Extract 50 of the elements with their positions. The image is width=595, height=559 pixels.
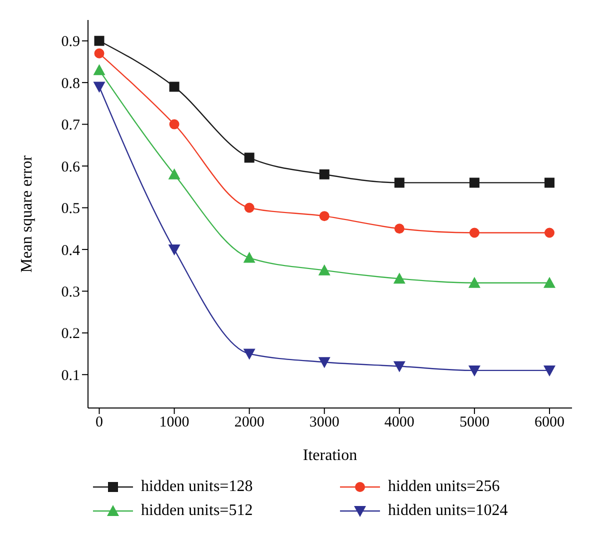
y-tick-label: 0.1 bbox=[61, 368, 80, 384]
point bbox=[544, 178, 554, 188]
x-tick-label: 2000 bbox=[234, 414, 264, 431]
point bbox=[468, 276, 480, 288]
x-tick-label: 5000 bbox=[459, 414, 490, 431]
point bbox=[168, 244, 180, 256]
point bbox=[93, 64, 106, 76]
x-tick-label: 6000 bbox=[534, 414, 564, 431]
point bbox=[319, 211, 330, 222]
point bbox=[468, 365, 480, 376]
y-tick-label: 0.5 bbox=[61, 201, 80, 218]
point bbox=[94, 36, 104, 46]
y-tick-label: 0.4 bbox=[61, 242, 80, 259]
x-tick-label: 3000 bbox=[309, 414, 340, 431]
point bbox=[393, 361, 406, 372]
point bbox=[169, 119, 180, 130]
point bbox=[318, 357, 330, 368]
point bbox=[94, 48, 104, 58]
point bbox=[244, 152, 254, 163]
y-tick-label: 0.7 bbox=[61, 118, 80, 134]
x-axis-title: Iteration bbox=[302, 447, 358, 464]
point bbox=[469, 178, 480, 188]
point bbox=[169, 82, 180, 92]
point bbox=[243, 348, 256, 360]
legend-label: hidden units=512 bbox=[141, 502, 253, 520]
x-tick-label: 0 bbox=[96, 414, 104, 431]
point bbox=[393, 272, 406, 284]
point bbox=[544, 228, 554, 238]
point bbox=[543, 365, 556, 376]
point bbox=[243, 252, 256, 263]
y-axis-title: Mean square error bbox=[18, 154, 36, 273]
x-tick-label: 4000 bbox=[384, 414, 414, 431]
y-tick-label: 0.3 bbox=[61, 284, 80, 301]
legend-label: hidden units=128 bbox=[141, 478, 253, 496]
y-tick-label: 0.6 bbox=[61, 159, 80, 176]
point bbox=[394, 178, 404, 188]
point bbox=[543, 276, 556, 288]
x-tick-label: 1000 bbox=[159, 414, 190, 431]
point bbox=[394, 224, 404, 234]
y-tick-label: 0.9 bbox=[61, 34, 80, 50]
legend-label: hidden units=1024 bbox=[388, 502, 508, 520]
y-tick-label: 0.2 bbox=[61, 326, 80, 342]
y-tick-label: 0.8 bbox=[61, 76, 80, 92]
point bbox=[168, 168, 180, 180]
point bbox=[93, 82, 106, 93]
point bbox=[469, 228, 480, 238]
point bbox=[319, 169, 330, 180]
legend-label: hidden units=256 bbox=[388, 478, 500, 496]
point bbox=[318, 264, 330, 276]
point bbox=[244, 202, 254, 213]
